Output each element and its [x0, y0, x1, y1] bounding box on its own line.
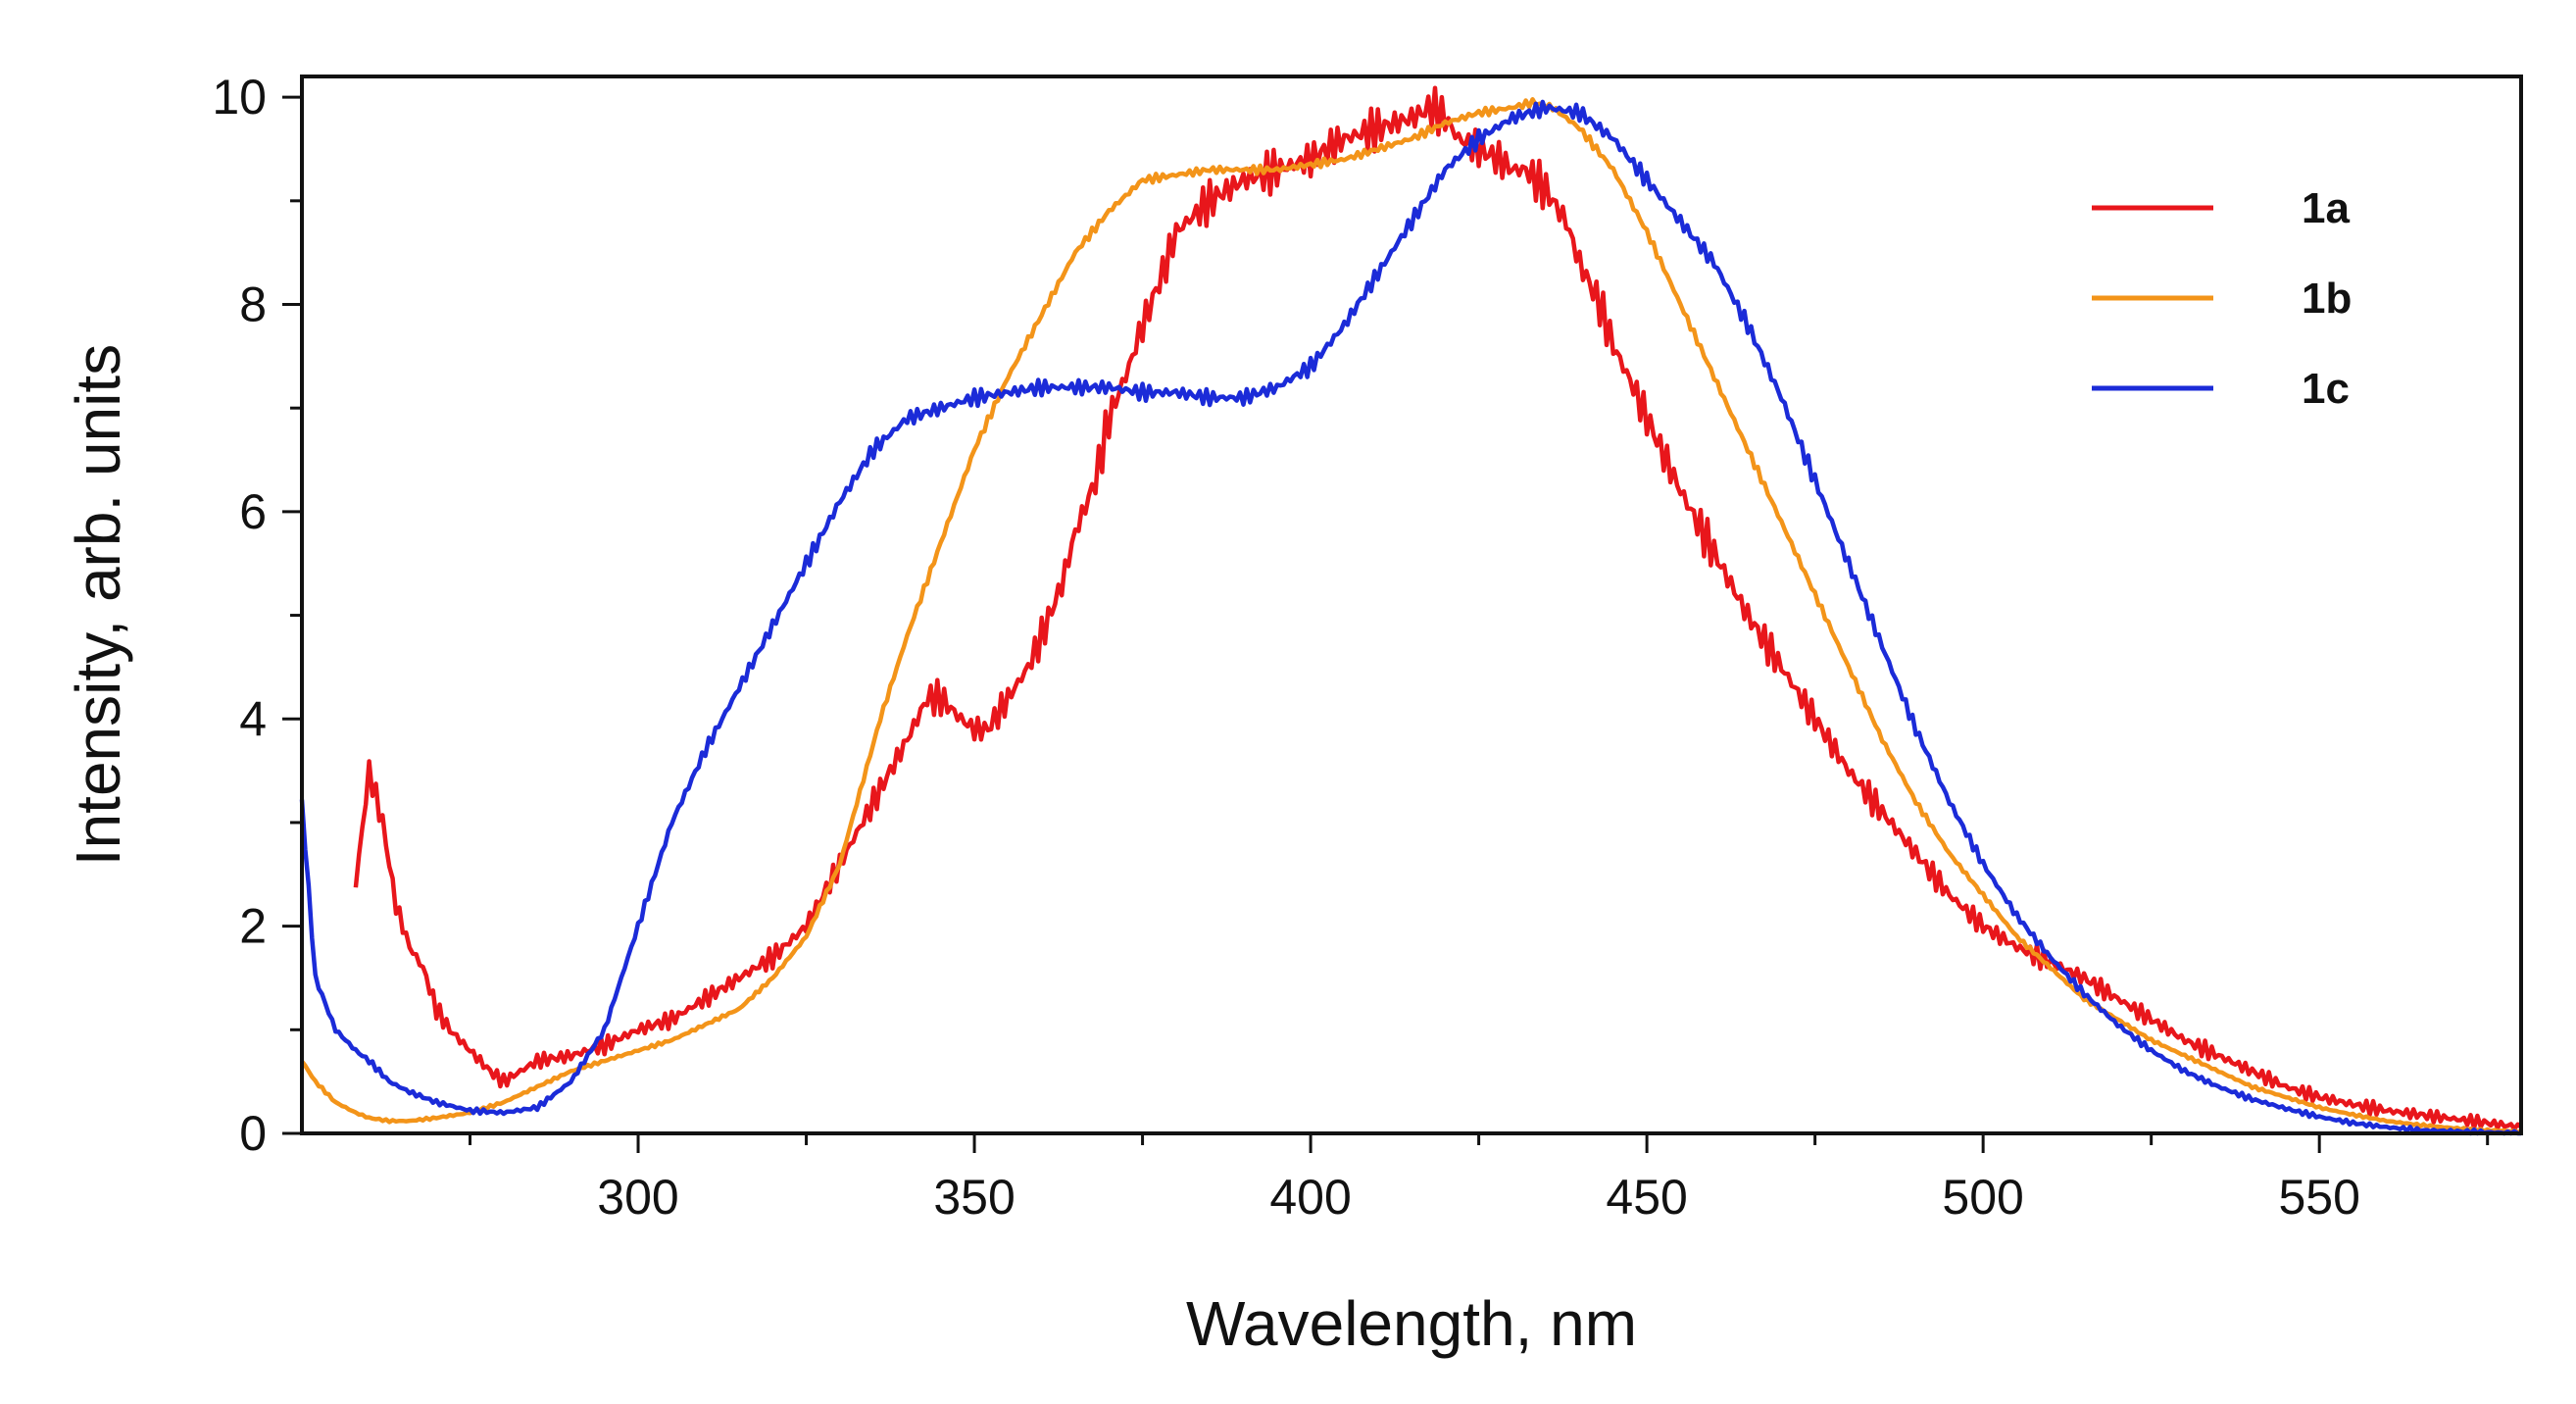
series-layer: [299, 85, 2523, 1136]
plot-frame: [300, 75, 2523, 1135]
x-tick-label: 550: [2278, 1170, 2359, 1225]
y-tick-label: 2: [239, 899, 267, 954]
y-tick-label: 10: [212, 70, 267, 125]
y-tick-label: 4: [239, 691, 267, 746]
legend: 1a 1b 1c: [2092, 184, 2352, 413]
x-tick-label: 350: [933, 1170, 1015, 1225]
series-line-1c: [299, 99, 2521, 1136]
y-tick-label: 0: [239, 1106, 267, 1161]
x-tick-label: 500: [1942, 1170, 2023, 1225]
legend-label-1c: 1c: [2302, 365, 2350, 413]
y-axis: 0 2 4 6 8 10: [212, 70, 302, 1161]
legend-label-1b: 1b: [2302, 275, 2352, 323]
series-line-1a: [353, 85, 2523, 1131]
x-axis-title: Wavelength, nm: [1186, 1288, 1637, 1359]
y-axis-title: Intensity, arb. units: [63, 344, 133, 866]
x-tick-label: 300: [597, 1170, 678, 1225]
x-tick-label: 400: [1269, 1170, 1351, 1225]
x-axis: 300 350 400 450 500 550: [469, 1133, 2490, 1225]
y-tick-label: 8: [239, 277, 267, 332]
x-tick-label: 450: [1606, 1170, 1687, 1225]
legend-label-1a: 1a: [2302, 184, 2350, 232]
y-tick-label: 6: [239, 484, 267, 539]
series-line-1b: [300, 97, 2522, 1134]
